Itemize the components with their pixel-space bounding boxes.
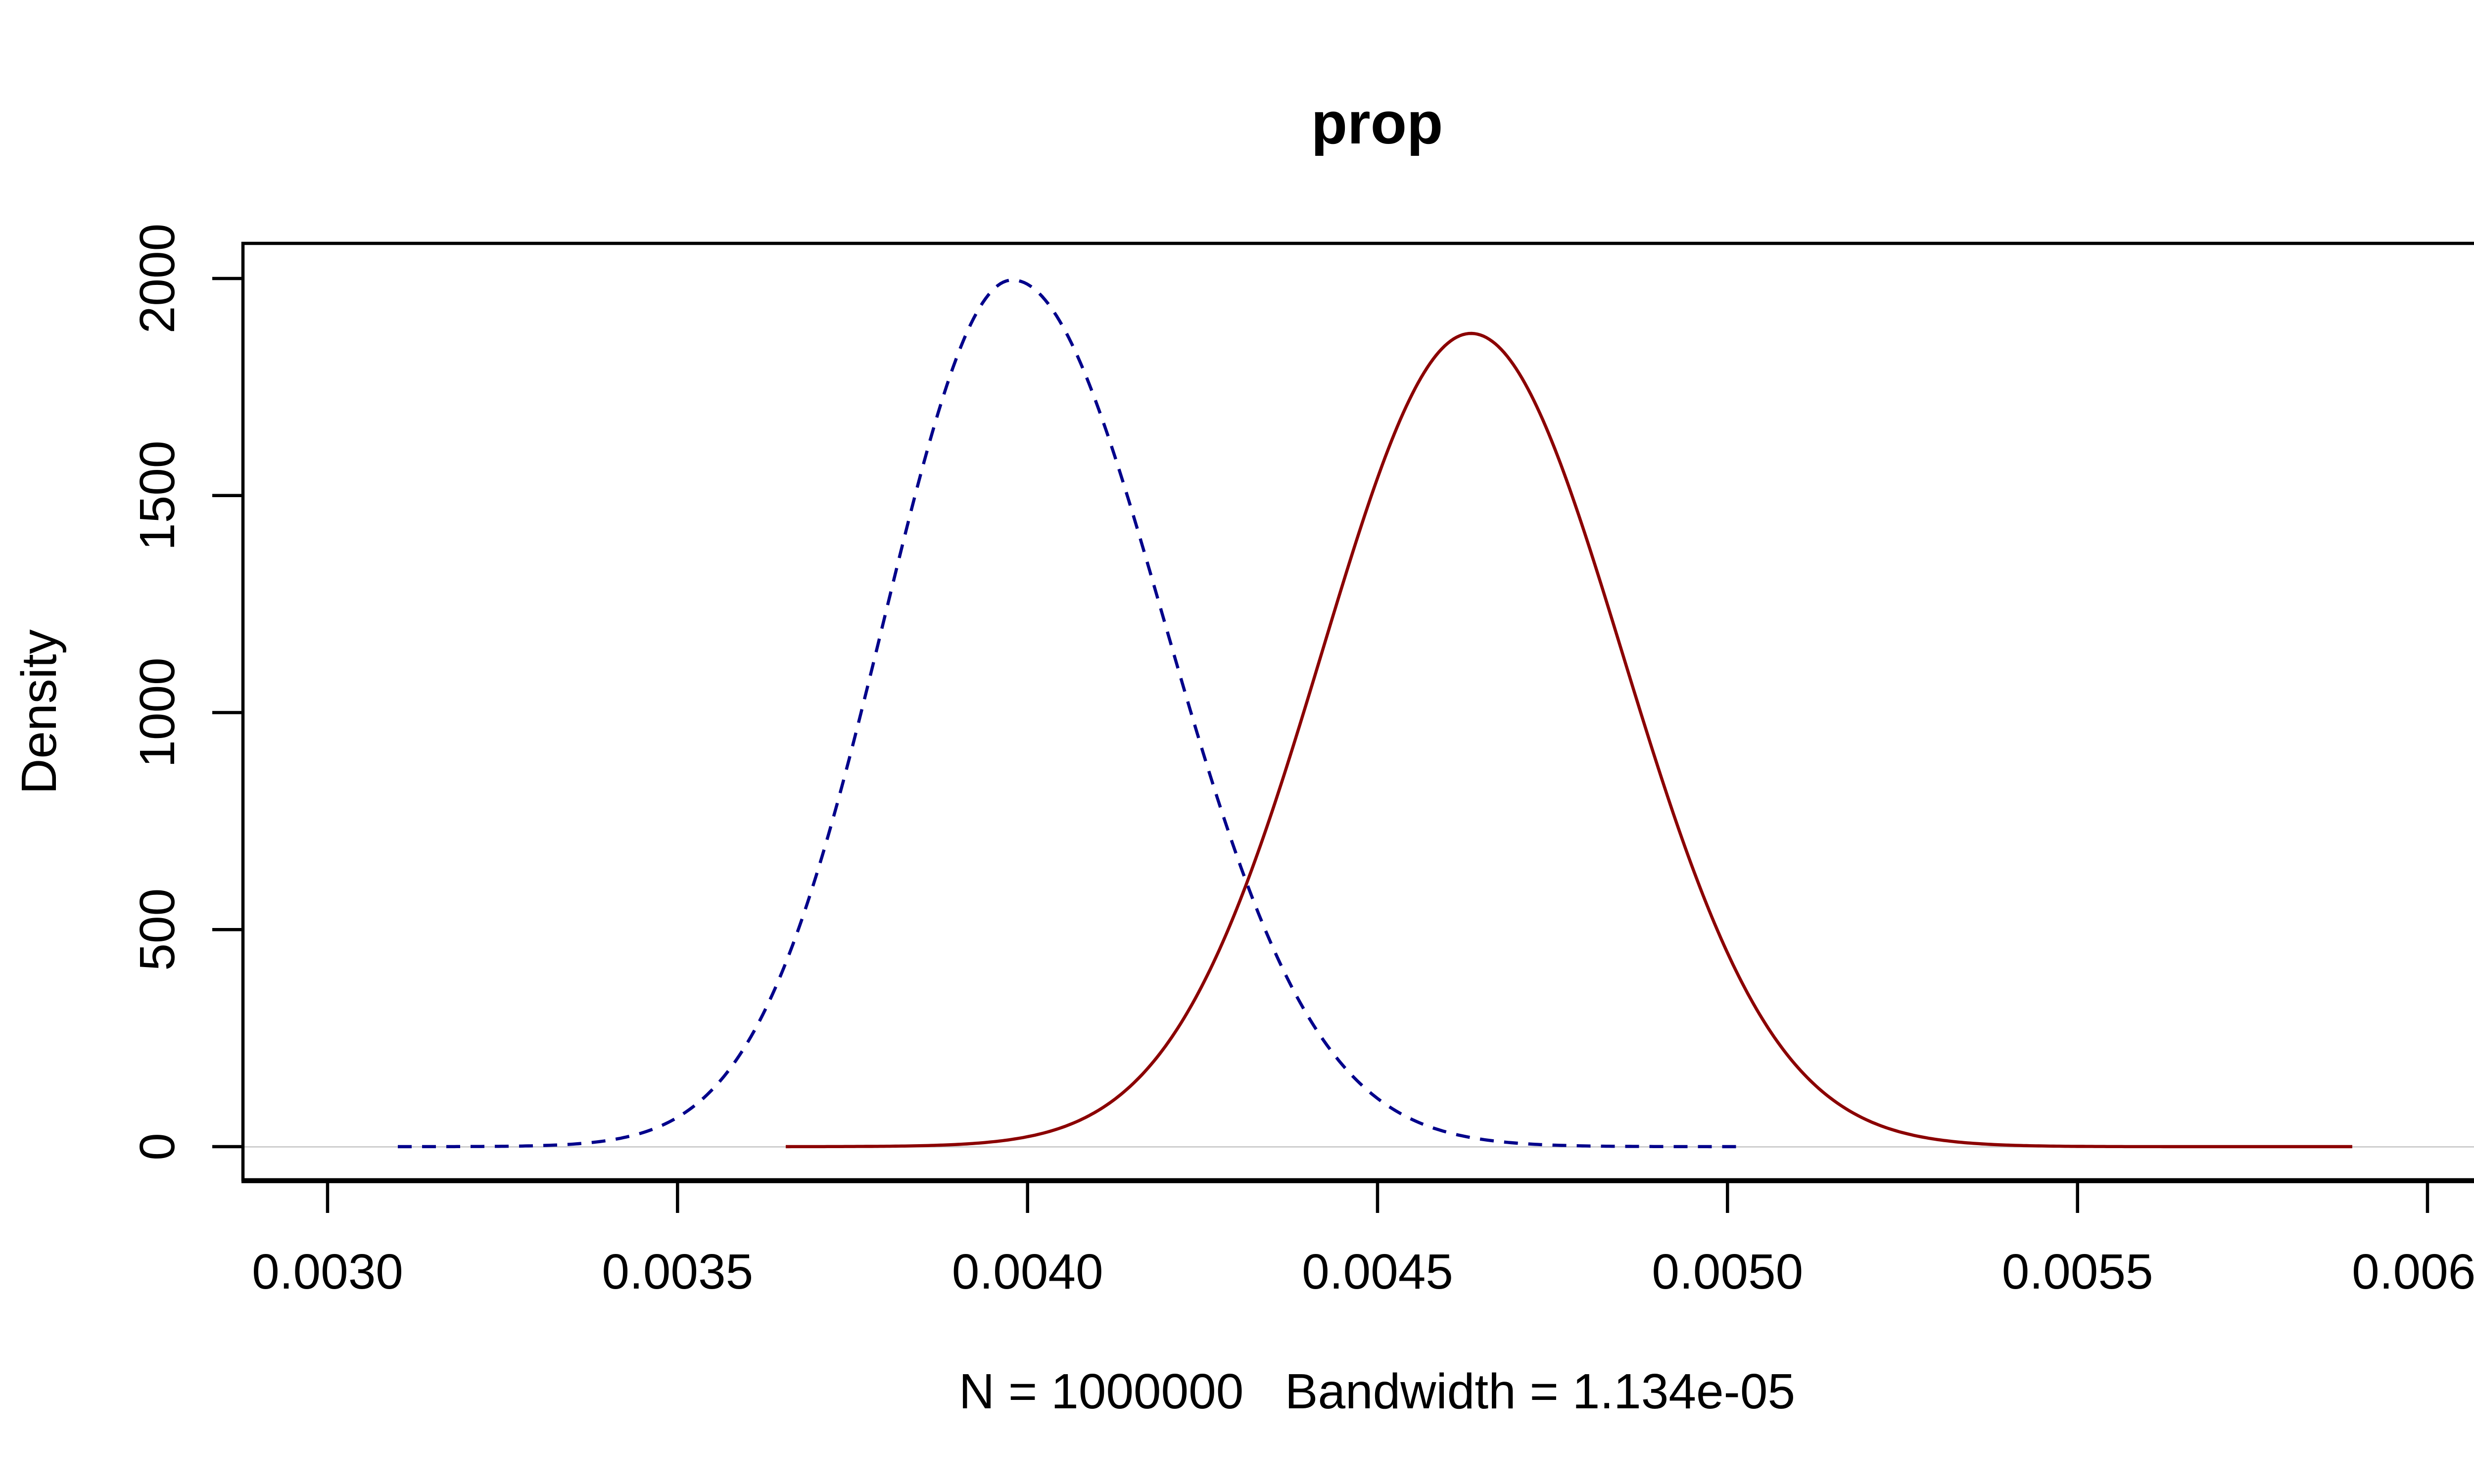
svg-text:1000: 1000 [130,657,185,767]
svg-text:0.0040: 0.0040 [952,1244,1103,1299]
svg-text:0: 0 [130,1133,185,1160]
svg-text:0.0035: 0.0035 [602,1244,753,1299]
svg-text:N = 1000000 Bandwidth = 1.13: N = 1000000 Bandwidth = 1.134e-05 [959,1364,1795,1419]
svg-text:0.0030: 0.0030 [252,1244,403,1299]
svg-text:2000: 2000 [130,224,185,333]
svg-text:Density: Density [11,629,67,794]
svg-text:0.0055: 0.0055 [2002,1244,2153,1299]
svg-text:1500: 1500 [130,441,185,551]
svg-text:0.0050: 0.0050 [1652,1244,1803,1299]
svg-text:prop: prop [1311,90,1443,156]
svg-text:500: 500 [130,888,185,971]
svg-text:0.0045: 0.0045 [1302,1244,1453,1299]
